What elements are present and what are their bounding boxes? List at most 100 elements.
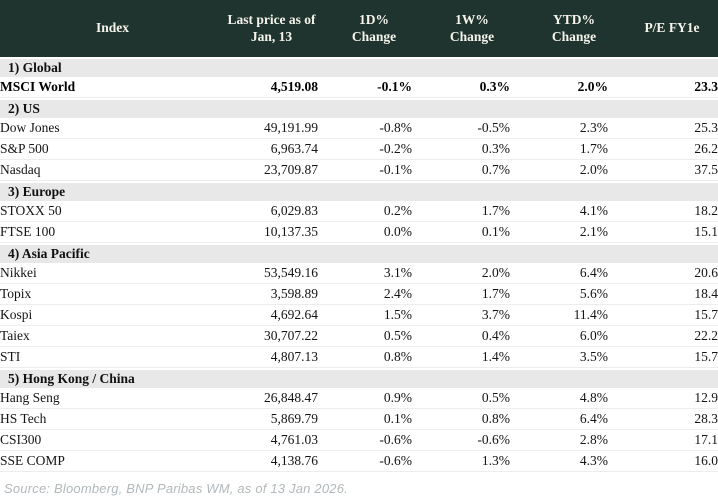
pe-ratio: 15.7 <box>608 305 718 326</box>
1d-change: 2.4% <box>318 284 412 305</box>
index-row: Taiex 30,707.22 0.5% 0.4% 6.0% 22.2 <box>0 326 718 347</box>
pe-ratio: 26.2 <box>608 139 718 160</box>
index-name: S&P 500 <box>0 139 225 160</box>
1w-change: 0.8% <box>412 409 510 430</box>
1w-change: 0.3% <box>412 77 510 98</box>
pe-ratio: 28.3 <box>608 409 718 430</box>
last-price: 4,807.13 <box>225 347 318 368</box>
ytd-change: 1.7% <box>510 139 608 160</box>
1d-change: -0.1% <box>318 160 412 181</box>
pe-ratio: 18.4 <box>608 284 718 305</box>
section-label: 4) Asia Pacific <box>0 243 718 263</box>
1w-change: 0.1% <box>412 222 510 243</box>
pe-ratio: 23.3 <box>608 77 718 98</box>
index-name: FTSE 100 <box>0 222 225 243</box>
1d-change: -0.6% <box>318 451 412 472</box>
1d-change: -0.8% <box>318 118 412 139</box>
index-row: Topix 3,598.89 2.4% 1.7% 5.6% 18.4 <box>0 284 718 305</box>
1w-change: 3.7% <box>412 305 510 326</box>
last-price: 4,761.03 <box>225 430 318 451</box>
1d-change: 0.8% <box>318 347 412 368</box>
1d-change: 1.5% <box>318 305 412 326</box>
index-name: CSI300 <box>0 430 225 451</box>
section-label: 5) Hong Kong / China <box>0 368 718 388</box>
index-row: STOXX 50 6,029.83 0.2% 1.7% 4.1% 18.2 <box>0 201 718 222</box>
ytd-change: 2.3% <box>510 118 608 139</box>
ytd-change: 4.1% <box>510 201 608 222</box>
pe-ratio: 17.1 <box>608 430 718 451</box>
1w-change: 0.7% <box>412 160 510 181</box>
pe-ratio: 37.5 <box>608 160 718 181</box>
1d-change: 0.1% <box>318 409 412 430</box>
ytd-change: 5.6% <box>510 284 608 305</box>
index-row: S&P 500 6,963.74 -0.2% 0.3% 1.7% 26.2 <box>0 139 718 160</box>
last-price: 23,709.87 <box>225 160 318 181</box>
pe-ratio: 16.0 <box>608 451 718 472</box>
index-name: Nikkei <box>0 263 225 284</box>
col-header-pe: P/E FY1e <box>608 0 718 57</box>
last-price: 4,519.08 <box>225 77 318 98</box>
last-price: 53,549.16 <box>225 263 318 284</box>
index-performance-table: Index Last price as of Jan, 13 1D% Chang… <box>0 0 718 472</box>
section-label: 2) US <box>0 98 718 118</box>
index-row: FTSE 100 10,137.35 0.0% 0.1% 2.1% 15.1 <box>0 222 718 243</box>
index-name: MSCI World <box>0 77 225 98</box>
1w-change: 0.5% <box>412 388 510 409</box>
ytd-change: 4.3% <box>510 451 608 472</box>
index-row: Nasdaq 23,709.87 -0.1% 0.7% 2.0% 37.5 <box>0 160 718 181</box>
index-name: Taiex <box>0 326 225 347</box>
section-row: 2) US <box>0 98 718 118</box>
1w-change: 0.3% <box>412 139 510 160</box>
index-row: STI 4,807.13 0.8% 1.4% 3.5% 15.7 <box>0 347 718 368</box>
last-price: 6,029.83 <box>225 201 318 222</box>
ytd-change: 2.0% <box>510 77 608 98</box>
1d-change: -0.6% <box>318 430 412 451</box>
ytd-change: 11.4% <box>510 305 608 326</box>
section-row: 1) Global <box>0 57 718 77</box>
last-price: 26,848.47 <box>225 388 318 409</box>
source-note: Source: Bloomberg, BNP Paribas WM, as of… <box>4 481 348 496</box>
index-row: SSE COMP 4,138.76 -0.6% 1.3% 4.3% 16.0 <box>0 451 718 472</box>
1d-change: 0.2% <box>318 201 412 222</box>
1w-change: 1.7% <box>412 201 510 222</box>
index-name: Kospi <box>0 305 225 326</box>
ytd-change: 6.0% <box>510 326 608 347</box>
1d-change: 0.5% <box>318 326 412 347</box>
1w-change: -0.6% <box>412 430 510 451</box>
last-price: 4,692.64 <box>225 305 318 326</box>
pe-ratio: 12.9 <box>608 388 718 409</box>
index-name: Dow Jones <box>0 118 225 139</box>
header-row: Index Last price as of Jan, 13 1D% Chang… <box>0 0 718 57</box>
section-label: 1) Global <box>0 57 718 77</box>
1w-change: 2.0% <box>412 263 510 284</box>
pe-ratio: 15.7 <box>608 347 718 368</box>
index-name: Hang Seng <box>0 388 225 409</box>
1w-change: 1.3% <box>412 451 510 472</box>
ytd-change: 2.0% <box>510 160 608 181</box>
index-row: HS Tech 5,869.79 0.1% 0.8% 6.4% 28.3 <box>0 409 718 430</box>
col-header-index: Index <box>0 0 225 57</box>
section-row: 5) Hong Kong / China <box>0 368 718 388</box>
pe-ratio: 22.2 <box>608 326 718 347</box>
1d-change: -0.1% <box>318 77 412 98</box>
1d-change: 0.9% <box>318 388 412 409</box>
ytd-change: 6.4% <box>510 263 608 284</box>
1w-change: -0.5% <box>412 118 510 139</box>
last-price: 6,963.74 <box>225 139 318 160</box>
1w-change: 1.4% <box>412 347 510 368</box>
section-label: 3) Europe <box>0 181 718 201</box>
index-name: SSE COMP <box>0 451 225 472</box>
table-body: 1) Global MSCI World 4,519.08 -0.1% 0.3% 2.0%… <box>0 57 718 472</box>
table-header: Index Last price as of Jan, 13 1D% Chang… <box>0 0 718 57</box>
ytd-change: 6.4% <box>510 409 608 430</box>
index-name: HS Tech <box>0 409 225 430</box>
col-header-ytd-change: YTD% Change <box>510 0 608 57</box>
1d-change: 3.1% <box>318 263 412 284</box>
last-price: 4,138.76 <box>225 451 318 472</box>
index-row: Hang Seng 26,848.47 0.9% 0.5% 4.8% 12.9 <box>0 388 718 409</box>
index-row: CSI300 4,761.03 -0.6% -0.6% 2.8% 17.1 <box>0 430 718 451</box>
pe-ratio: 20.6 <box>608 263 718 284</box>
index-row: MSCI World 4,519.08 -0.1% 0.3% 2.0% 23.3 <box>0 77 718 98</box>
index-row: Dow Jones 49,191.99 -0.8% -0.5% 2.3% 25.3 <box>0 118 718 139</box>
